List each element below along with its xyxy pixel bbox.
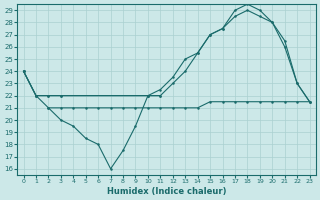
X-axis label: Humidex (Indice chaleur): Humidex (Indice chaleur): [107, 187, 226, 196]
